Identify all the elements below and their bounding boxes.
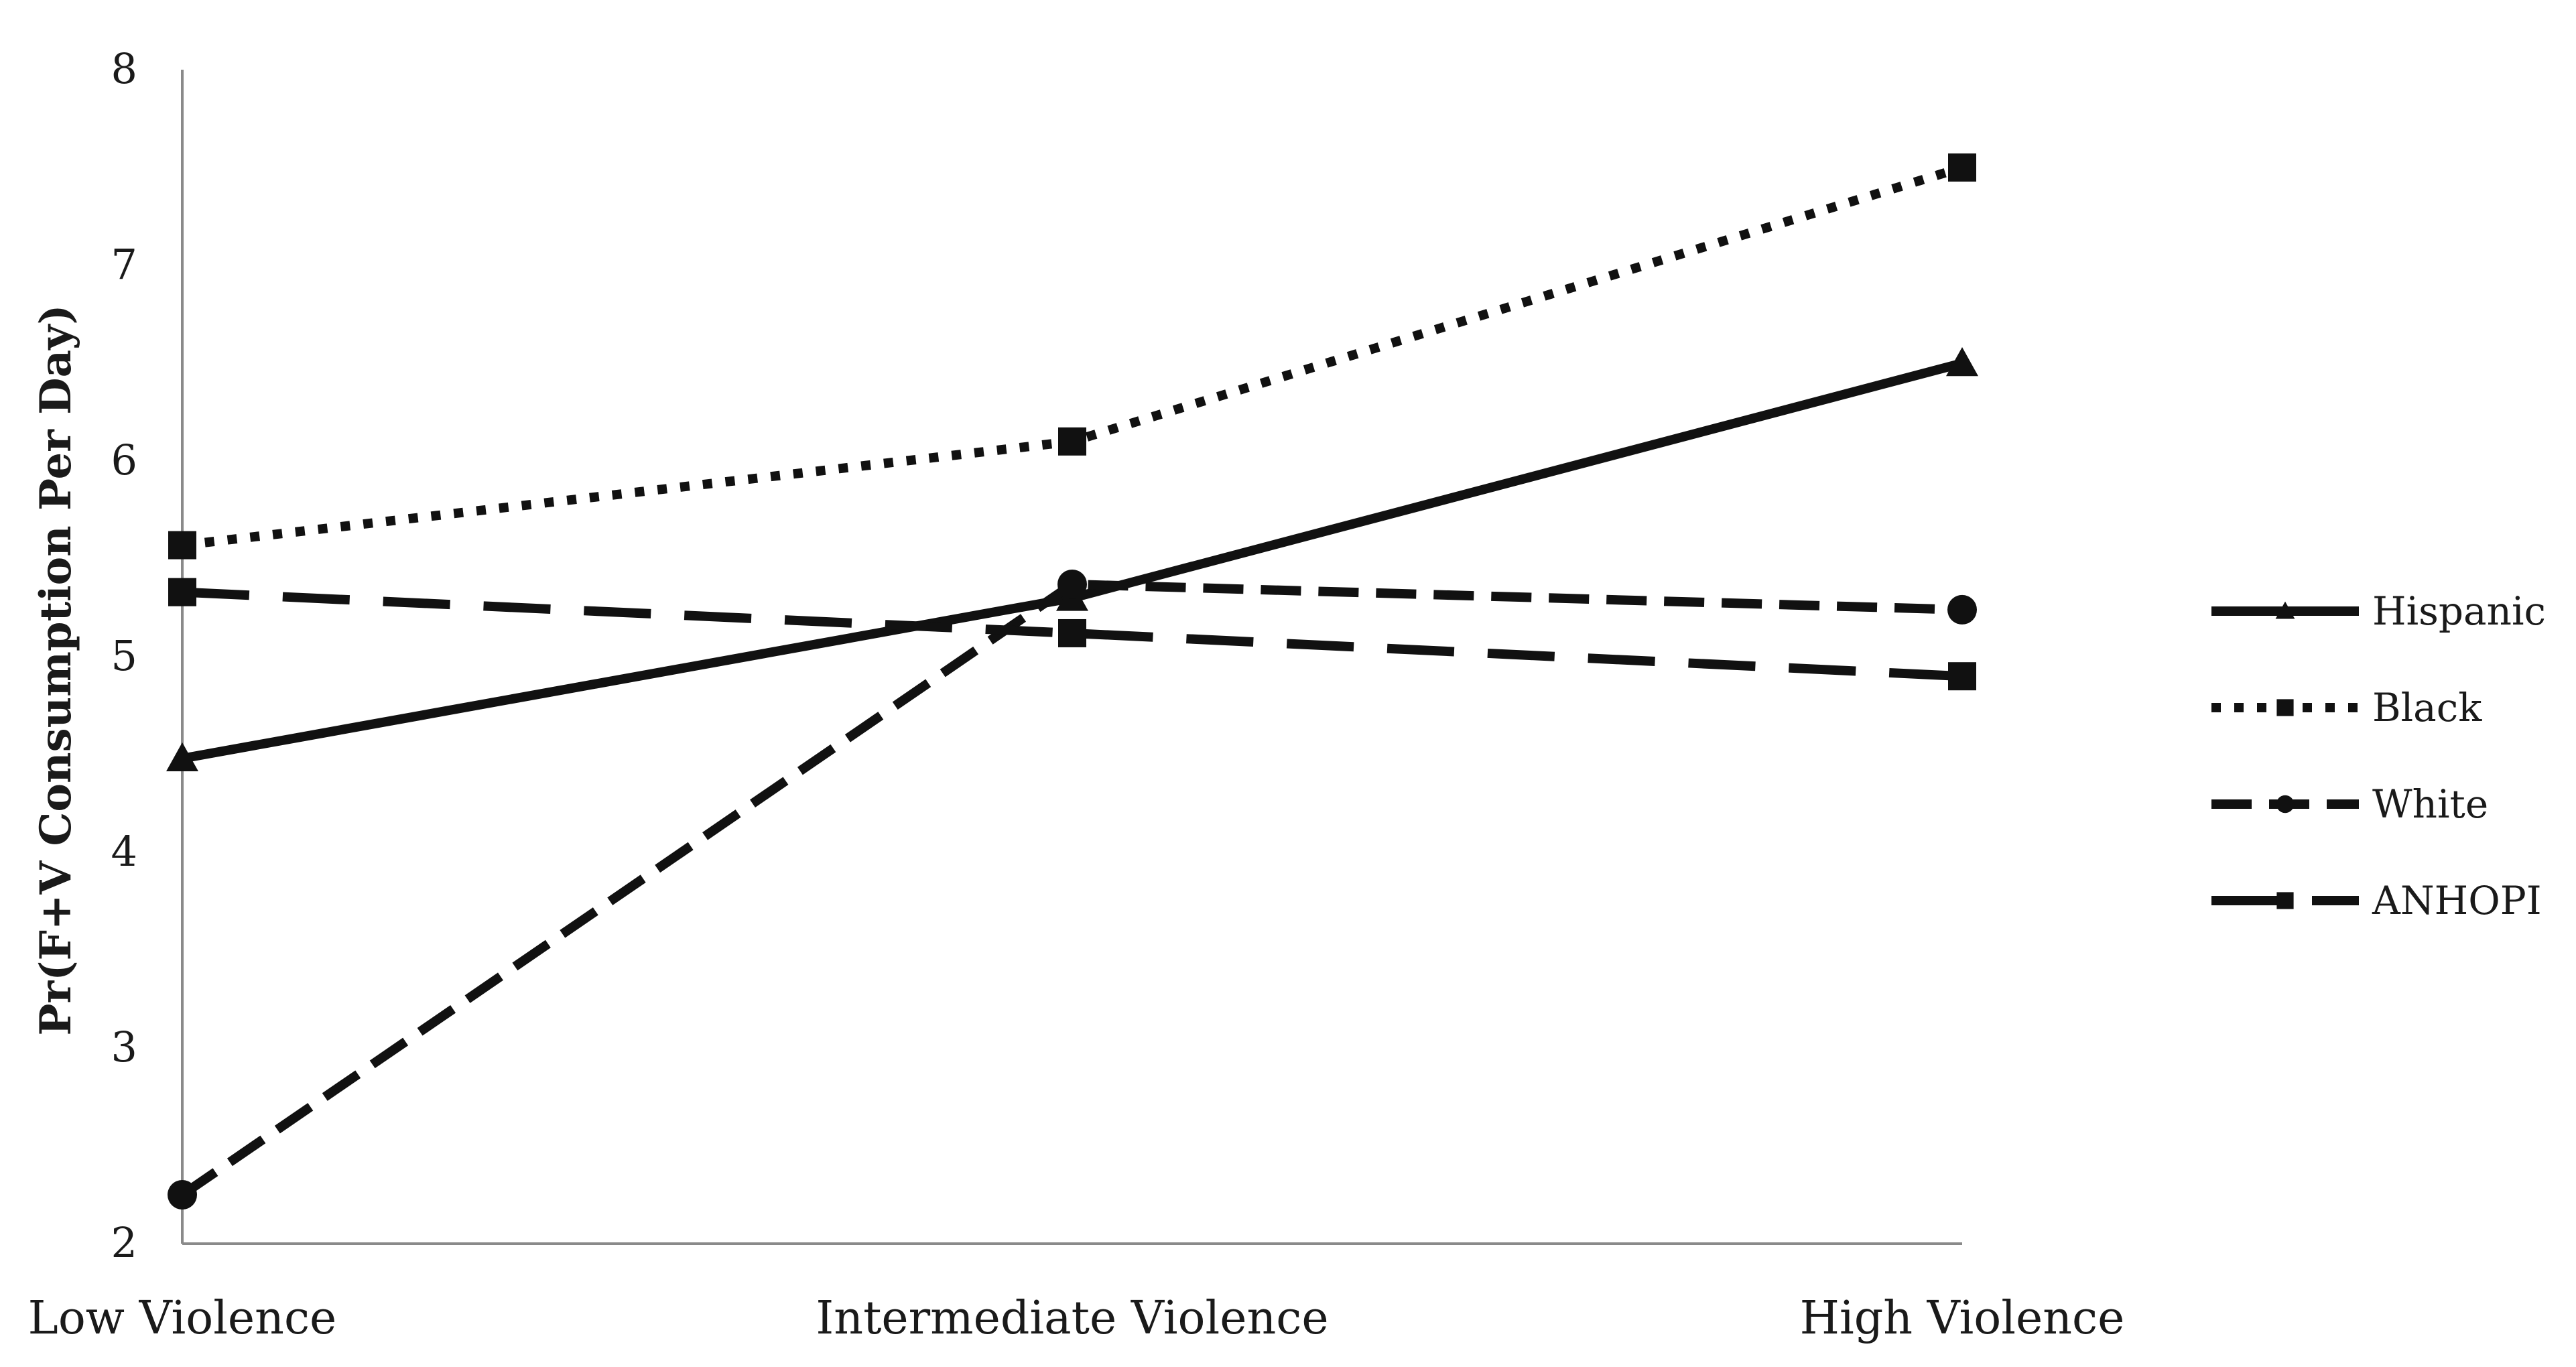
series-line-black bbox=[182, 163, 1964, 550]
data-point-white bbox=[1947, 594, 1977, 625]
legend-label: White bbox=[2372, 781, 2488, 827]
series-white bbox=[168, 569, 1977, 1210]
data-point-black bbox=[1948, 153, 1976, 182]
x-category-label: Low Violence bbox=[28, 1292, 337, 1345]
data-point-anhopi bbox=[168, 578, 196, 606]
data-point-anhopi bbox=[1058, 619, 1086, 647]
series-black bbox=[168, 153, 1976, 560]
series-line-hispanic bbox=[181, 359, 1963, 763]
legend-marker bbox=[2275, 601, 2295, 619]
y-tick-labels: 2 3 4 5 6 7 8 bbox=[111, 44, 137, 1267]
y-tick-label: 7 bbox=[111, 240, 137, 289]
y-tick-label: 3 bbox=[111, 1023, 137, 1071]
legend-marker bbox=[2276, 699, 2294, 716]
legend-item-hispanic: Hispanic bbox=[2211, 588, 2546, 634]
legend: Hispanic Black White ANHOPI bbox=[2211, 588, 2546, 923]
series-hispanic bbox=[166, 347, 1978, 772]
y-tick-label: 6 bbox=[111, 436, 137, 484]
data-point-anhopi bbox=[1948, 662, 1976, 691]
y-tick-label: 5 bbox=[111, 631, 137, 680]
data-point-white bbox=[168, 1180, 197, 1210]
data-point-black bbox=[1058, 427, 1086, 456]
legend-label: Hispanic bbox=[2372, 588, 2546, 634]
data-point-hispanic bbox=[1946, 347, 1978, 377]
y-tick-label: 8 bbox=[111, 44, 137, 93]
series-line-white bbox=[180, 579, 1963, 1199]
y-tick-label: 2 bbox=[111, 1218, 137, 1267]
legend-item-anhopi: ANHOPI bbox=[2211, 878, 2542, 923]
legend-label: ANHOPI bbox=[2372, 878, 2542, 923]
series-anhopi bbox=[168, 578, 1976, 691]
data-point-black bbox=[168, 531, 196, 560]
x-category-label: Intermediate Violence bbox=[816, 1292, 1328, 1345]
x-category-labels: Low Violence Intermediate Violence High Vi… bbox=[28, 1292, 2125, 1345]
legend-item-white: White bbox=[2211, 781, 2488, 827]
y-axis-label: Pr(F+V Consumption Per Day) bbox=[31, 304, 81, 1035]
data-point-hispanic bbox=[166, 742, 198, 772]
legend-label: Black bbox=[2372, 685, 2482, 730]
legend-marker bbox=[2276, 892, 2294, 909]
series-lines bbox=[166, 153, 1978, 1210]
legend-marker bbox=[2276, 795, 2295, 813]
axes bbox=[181, 70, 1962, 1245]
x-category-label: High Violence bbox=[1800, 1292, 2125, 1345]
data-point-white bbox=[1057, 569, 1087, 599]
legend-item-black: Black bbox=[2211, 685, 2482, 730]
y-tick-label: 4 bbox=[111, 827, 137, 876]
